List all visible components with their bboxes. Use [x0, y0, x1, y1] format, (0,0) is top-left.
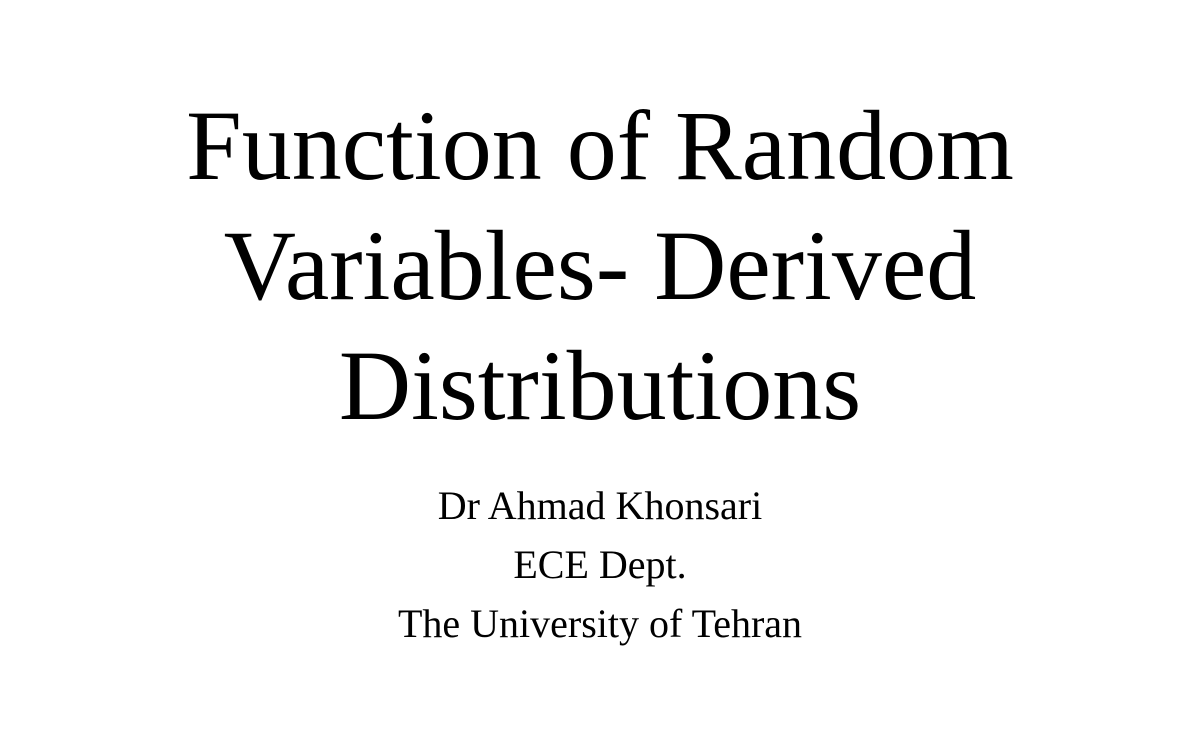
author-name: Dr Ahmad Khonsari — [437, 483, 763, 528]
slide-subtitle: Dr Ahmad Khonsari ECE Dept. The Universi… — [0, 476, 1178, 653]
title-line-1: Function of Random — [186, 90, 1014, 201]
title-line-3: Distributions — [338, 330, 862, 441]
department-name: ECE Dept. — [513, 542, 687, 587]
title-line-2: Variables- Derived — [223, 210, 977, 321]
slide-title: Function of Random Variables- Derived Di… — [0, 86, 1178, 446]
institution-name: The University of Tehran — [397, 601, 803, 646]
